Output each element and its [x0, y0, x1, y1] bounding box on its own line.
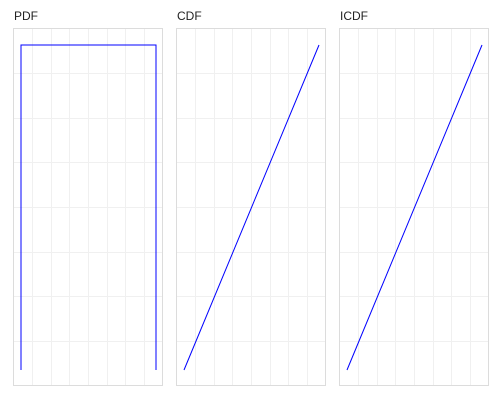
- pdf-title: PDF: [14, 9, 38, 23]
- icdf-title: ICDF: [340, 9, 368, 23]
- cdf-grid: [176, 28, 326, 386]
- pdf-grid: [13, 28, 163, 386]
- icdf-series-line: [346, 44, 483, 371]
- cdf-panel: CDF: [176, 9, 326, 386]
- cdf-series-line: [183, 44, 320, 371]
- icdf-frame: [339, 28, 489, 386]
- cdf-frame: [176, 28, 326, 386]
- cdf-title: CDF: [177, 9, 202, 23]
- pdf-series-line: [20, 44, 157, 370]
- icdf-panel: ICDF: [339, 9, 489, 386]
- pdf-panel: PDF: [13, 9, 163, 386]
- pdf-frame: [13, 28, 163, 386]
- icdf-grid: [339, 28, 489, 386]
